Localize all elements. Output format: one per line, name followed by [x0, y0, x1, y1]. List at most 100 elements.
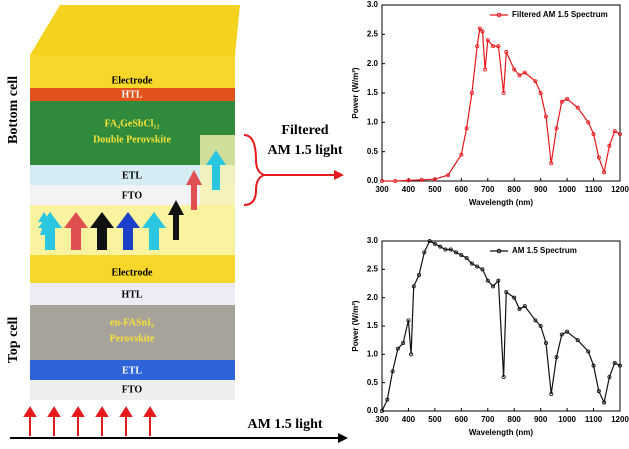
- light-label: AM 1.5 light: [267, 143, 342, 158]
- data-point: [406, 318, 411, 323]
- data-point: [480, 29, 485, 34]
- layer-label: ETL: [122, 170, 142, 181]
- layer-label: Perovskite: [110, 333, 155, 344]
- y-tick-label: 1.0: [367, 117, 379, 126]
- data-point: [565, 96, 570, 101]
- data-point: [522, 304, 527, 309]
- light-arrow: [90, 212, 114, 250]
- x-tick-label: 700: [481, 415, 495, 424]
- data-point: [565, 329, 570, 334]
- etl-layer: [30, 360, 235, 380]
- electrode-layer: [30, 55, 235, 88]
- y-tick-label: 0.0: [367, 406, 379, 415]
- series-line: [382, 27, 621, 182]
- data-point: [559, 332, 564, 337]
- data-point: [517, 73, 522, 78]
- data-point: [491, 44, 496, 49]
- data-point: [379, 408, 384, 413]
- data-point: [596, 155, 601, 160]
- data-point: [422, 250, 427, 255]
- data-point: [533, 318, 538, 323]
- y-axis-title: Power (W/m²): [351, 67, 360, 118]
- perovskite-layer: [30, 305, 235, 360]
- legend-label: Filtered AM 1.5 Spectrum: [512, 10, 608, 19]
- data-point: [417, 272, 422, 277]
- layer-label: FA₄GeSbCl₁₂: [105, 118, 160, 129]
- x-tick-label: 800: [508, 185, 522, 194]
- bracket: [243, 134, 267, 206]
- y-tick-label: 0.5: [367, 378, 379, 387]
- data-point: [517, 306, 522, 311]
- data-point: [504, 289, 509, 294]
- layer-label: ETL: [122, 365, 142, 376]
- light-arrow: [168, 200, 184, 240]
- y-tick-label: 3.0: [367, 0, 379, 9]
- data-point: [393, 178, 398, 183]
- data-point: [575, 338, 580, 343]
- data-point: [477, 26, 482, 31]
- light-label: Filtered: [281, 123, 328, 138]
- data-point: [459, 152, 464, 157]
- x-tick-label: 400: [402, 185, 416, 194]
- x-tick-label: 900: [534, 185, 548, 194]
- x-tick-label: 900: [534, 415, 548, 424]
- data-point: [533, 79, 538, 84]
- data-point: [485, 278, 490, 283]
- layer-label: HTL: [121, 89, 142, 100]
- data-point: [446, 173, 451, 178]
- legend-marker: [496, 12, 502, 18]
- x-tick-label: 300: [375, 185, 389, 194]
- data-point: [491, 284, 496, 289]
- data-point: [480, 267, 485, 272]
- data-point: [538, 91, 543, 96]
- data-point: [475, 264, 480, 269]
- y-tick-label: 1.5: [367, 321, 379, 330]
- htl-layer: [30, 88, 235, 101]
- light-arrow: [206, 150, 226, 190]
- x-tick-label: 1000: [558, 415, 576, 424]
- data-point: [475, 44, 480, 49]
- data-point: [401, 340, 406, 345]
- legend-label: AM 1.5 Spectrum: [512, 246, 577, 255]
- data-point: [607, 143, 612, 148]
- x-tick-label: 500: [428, 415, 442, 424]
- electrode-layer: [30, 255, 235, 283]
- x-tick-label: 600: [455, 185, 469, 194]
- y-axis-title: Power (W/m²): [351, 300, 360, 351]
- data-point: [409, 352, 414, 357]
- light-arrow: [142, 212, 166, 250]
- x-tick-label: 500: [428, 185, 442, 194]
- series-line: [381, 240, 621, 412]
- y-tick-label: 0.0: [367, 176, 379, 185]
- x-tick-label: 300: [375, 415, 389, 424]
- data-point: [385, 397, 390, 402]
- data-point: [549, 391, 554, 396]
- data-point: [512, 295, 517, 300]
- data-point: [538, 323, 543, 328]
- layer-label: HTL: [121, 289, 142, 300]
- fto-layer: [30, 185, 235, 205]
- layer-label: Electrode: [112, 75, 153, 86]
- data-point: [438, 244, 443, 249]
- layer-label: en-FASnI₃: [110, 317, 154, 328]
- data-point: [549, 161, 554, 166]
- light-arrow: [186, 170, 202, 210]
- data-point: [618, 363, 623, 368]
- charts: 300 400 500 600 700 800 900 1000 1100 1200 0.0 0.5 1…: [351, 0, 629, 437]
- cell-label: Bottom cell: [6, 76, 21, 144]
- data-point: [406, 178, 411, 183]
- axis-arrow-head: [338, 433, 348, 443]
- x-tick-label: 700: [481, 185, 495, 194]
- data-point: [602, 400, 607, 405]
- y-tick-label: 1.0: [367, 349, 379, 358]
- filtered-arrow-head: [334, 170, 344, 180]
- data-point: [411, 284, 416, 289]
- data-point: [448, 247, 453, 252]
- data-point: [483, 67, 488, 72]
- light-arrow: [38, 212, 62, 250]
- y-tick-label: 1.5: [367, 88, 379, 97]
- data-point: [522, 70, 527, 75]
- data-point: [454, 250, 459, 255]
- y-tick-label: 2.0: [367, 293, 379, 302]
